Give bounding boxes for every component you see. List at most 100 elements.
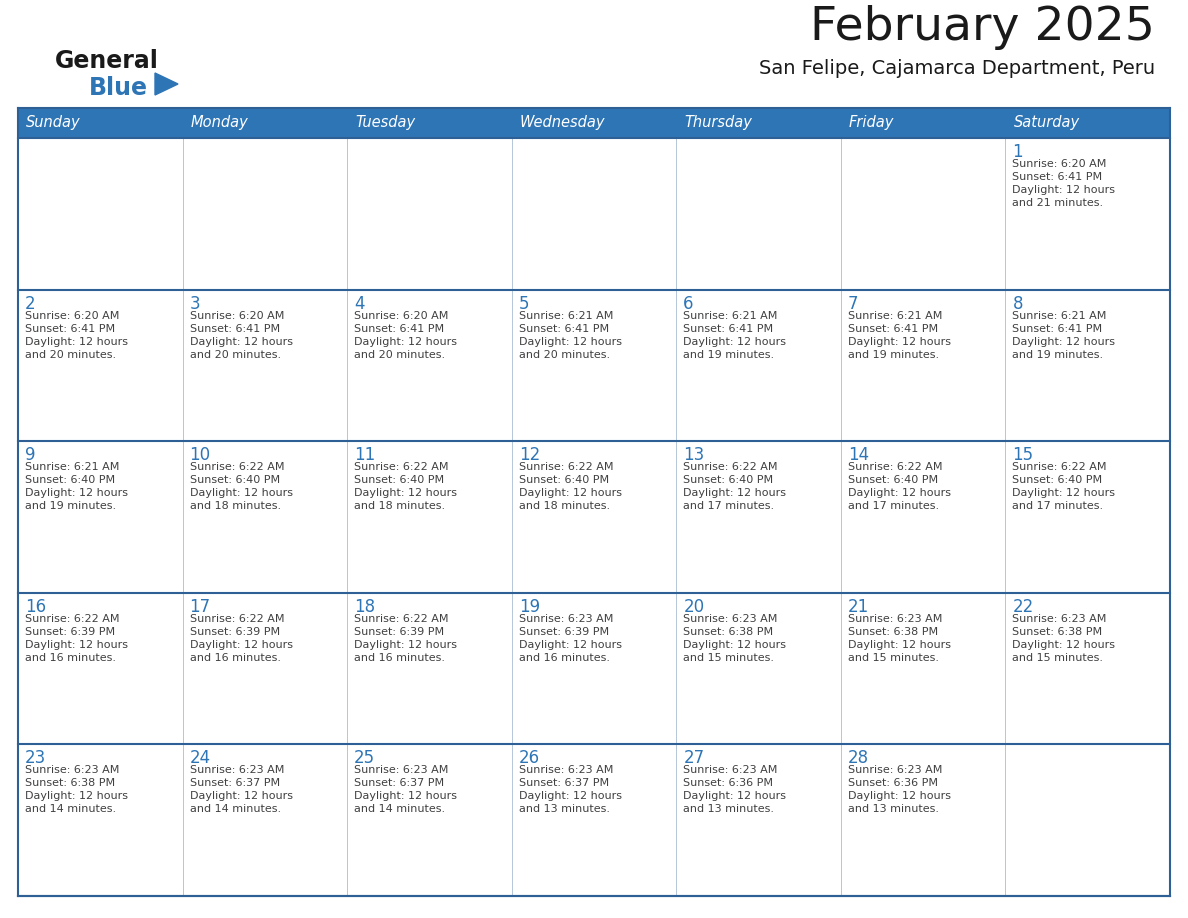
Bar [841,442,1005,593]
Text: Sunset: 6:40 PM: Sunset: 6:40 PM [354,476,444,486]
Text: and 15 minutes.: and 15 minutes. [848,653,939,663]
Text: Sunrise: 6:23 AM: Sunrise: 6:23 AM [683,614,778,624]
Text: and 18 minutes.: and 18 minutes. [190,501,280,511]
Text: and 19 minutes.: and 19 minutes. [1012,350,1104,360]
Bar [347,442,512,593]
Bar [183,289,347,442]
Text: Sunset: 6:36 PM: Sunset: 6:36 PM [683,778,773,789]
Text: Daylight: 12 hours: Daylight: 12 hours [354,488,457,498]
Text: Sunday: Sunday [26,116,81,130]
Bar [676,289,841,442]
Bar [1005,138,1170,289]
Text: Daylight: 12 hours: Daylight: 12 hours [683,337,786,347]
Text: Sunset: 6:40 PM: Sunset: 6:40 PM [190,476,279,486]
Text: Sunrise: 6:22 AM: Sunrise: 6:22 AM [848,462,942,472]
Text: Sunrise: 6:23 AM: Sunrise: 6:23 AM [25,766,119,776]
Text: Sunset: 6:39 PM: Sunset: 6:39 PM [519,627,608,637]
Bar [18,138,183,289]
Bar [347,593,512,744]
Text: Sunrise: 6:23 AM: Sunrise: 6:23 AM [354,766,449,776]
Text: and 17 minutes.: and 17 minutes. [1012,501,1104,511]
Text: 16: 16 [25,598,46,616]
Text: 12: 12 [519,446,541,465]
Bar [18,108,183,138]
Text: and 16 minutes.: and 16 minutes. [354,653,446,663]
Bar [676,442,841,593]
Text: 5: 5 [519,295,529,313]
Text: Sunrise: 6:23 AM: Sunrise: 6:23 AM [848,766,942,776]
Text: Wednesday: Wednesday [519,116,605,130]
Text: 6: 6 [683,295,694,313]
Bar [512,442,676,593]
Text: and 18 minutes.: and 18 minutes. [519,501,609,511]
Text: General: General [55,49,159,73]
Text: 11: 11 [354,446,375,465]
Text: Sunrise: 6:23 AM: Sunrise: 6:23 AM [683,766,778,776]
Text: 20: 20 [683,598,704,616]
Text: 4: 4 [354,295,365,313]
Text: Sunset: 6:41 PM: Sunset: 6:41 PM [354,324,444,333]
Text: Daylight: 12 hours: Daylight: 12 hours [25,337,128,347]
Text: Daylight: 12 hours: Daylight: 12 hours [1012,337,1116,347]
Text: Sunset: 6:39 PM: Sunset: 6:39 PM [25,627,115,637]
Bar [676,744,841,896]
Text: 10: 10 [190,446,210,465]
Text: 27: 27 [683,749,704,767]
Text: Daylight: 12 hours: Daylight: 12 hours [190,488,292,498]
Text: Daylight: 12 hours: Daylight: 12 hours [848,488,950,498]
Bar [512,138,676,289]
Text: Sunset: 6:37 PM: Sunset: 6:37 PM [190,778,279,789]
Text: Daylight: 12 hours: Daylight: 12 hours [354,640,457,650]
Text: Daylight: 12 hours: Daylight: 12 hours [519,488,621,498]
Text: Sunrise: 6:21 AM: Sunrise: 6:21 AM [1012,310,1107,320]
Text: Sunset: 6:38 PM: Sunset: 6:38 PM [25,778,115,789]
Bar [841,289,1005,442]
Text: and 16 minutes.: and 16 minutes. [190,653,280,663]
Text: Daylight: 12 hours: Daylight: 12 hours [1012,185,1116,195]
Text: 26: 26 [519,749,539,767]
Text: Sunrise: 6:23 AM: Sunrise: 6:23 AM [519,766,613,776]
Text: and 15 minutes.: and 15 minutes. [1012,653,1104,663]
Text: 7: 7 [848,295,859,313]
Text: Sunrise: 6:21 AM: Sunrise: 6:21 AM [25,462,119,472]
Text: and 18 minutes.: and 18 minutes. [354,501,446,511]
Text: 1: 1 [1012,143,1023,161]
Text: and 14 minutes.: and 14 minutes. [190,804,280,814]
Text: and 20 minutes.: and 20 minutes. [519,350,609,360]
Text: Sunset: 6:41 PM: Sunset: 6:41 PM [25,324,115,333]
Text: Daylight: 12 hours: Daylight: 12 hours [848,640,950,650]
Bar [1005,744,1170,896]
Text: Daylight: 12 hours: Daylight: 12 hours [354,337,457,347]
Text: Sunset: 6:40 PM: Sunset: 6:40 PM [1012,476,1102,486]
Text: Tuesday: Tuesday [355,116,416,130]
Text: February 2025: February 2025 [810,5,1155,50]
Text: 15: 15 [1012,446,1034,465]
Bar [1005,108,1170,138]
Bar [18,289,183,442]
Text: Daylight: 12 hours: Daylight: 12 hours [25,791,128,801]
Text: Sunset: 6:40 PM: Sunset: 6:40 PM [519,476,608,486]
Text: Sunrise: 6:22 AM: Sunrise: 6:22 AM [354,462,449,472]
Text: Daylight: 12 hours: Daylight: 12 hours [848,791,950,801]
Text: Sunset: 6:37 PM: Sunset: 6:37 PM [354,778,444,789]
Text: Sunset: 6:38 PM: Sunset: 6:38 PM [1012,627,1102,637]
Text: Sunset: 6:39 PM: Sunset: 6:39 PM [354,627,444,637]
Text: Daylight: 12 hours: Daylight: 12 hours [683,640,786,650]
Text: Sunset: 6:36 PM: Sunset: 6:36 PM [848,778,937,789]
Text: Sunset: 6:38 PM: Sunset: 6:38 PM [683,627,773,637]
Bar [183,744,347,896]
Text: and 19 minutes.: and 19 minutes. [848,350,939,360]
Text: Sunrise: 6:20 AM: Sunrise: 6:20 AM [190,310,284,320]
Text: 19: 19 [519,598,539,616]
Bar [347,744,512,896]
Text: 13: 13 [683,446,704,465]
Text: 21: 21 [848,598,870,616]
Text: and 14 minutes.: and 14 minutes. [25,804,116,814]
Text: Daylight: 12 hours: Daylight: 12 hours [683,791,786,801]
Text: and 19 minutes.: and 19 minutes. [25,501,116,511]
Text: 8: 8 [1012,295,1023,313]
Text: Sunrise: 6:21 AM: Sunrise: 6:21 AM [519,310,613,320]
Bar [347,138,512,289]
Text: Sunrise: 6:22 AM: Sunrise: 6:22 AM [354,614,449,624]
Bar [512,289,676,442]
